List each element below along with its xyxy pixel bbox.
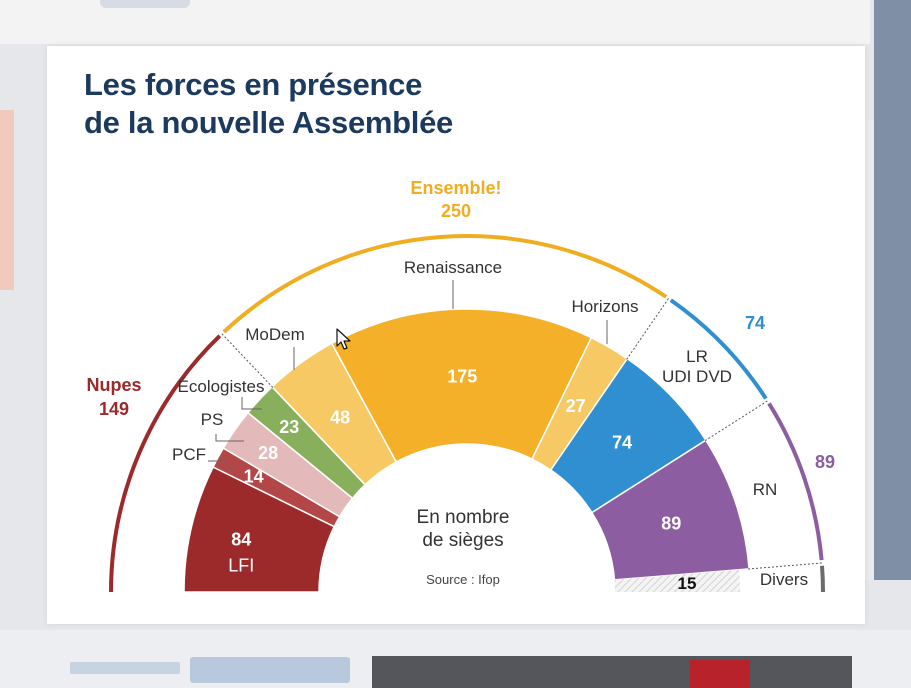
party-name-pcf: PCF [172, 445, 206, 464]
background-bottom-link[interactable] [70, 662, 180, 674]
bloc-value-rn: 89 [815, 452, 835, 472]
party-name-rn: RN [753, 480, 778, 499]
bloc-separator-line [625, 298, 669, 361]
center-label-line-1: En nombre [417, 507, 510, 528]
background-bottom-button[interactable] [190, 657, 350, 683]
sector-renaissance [330, 308, 593, 464]
party-name-ecologistes: Écologistes [178, 377, 265, 396]
party-name-divers: Divers [760, 570, 808, 589]
value-label-lfi: 84 [231, 530, 251, 550]
bloc-name-ensemble: Ensemble! [410, 178, 501, 198]
party-name-lr-line-1: LR [686, 347, 708, 366]
leader-line-ecologistes [241, 397, 262, 410]
party-name-horizons: Horizons [571, 297, 638, 316]
background-bottom-image-accent [690, 660, 750, 688]
value-label-renaissance: 175 [447, 367, 477, 387]
background-right-panel [874, 0, 911, 580]
party-name-ps: PS [201, 410, 224, 429]
bloc-value-ensemble: 250 [441, 201, 471, 221]
chart-title: Les forces en présence de la nouvelle As… [84, 66, 453, 142]
party-name-renaissance: Renaissance [404, 258, 502, 277]
leader-line-pcf [208, 460, 234, 471]
party-name-lfi: LFI [228, 556, 254, 576]
background-left-strip [0, 110, 14, 290]
center-label-line-2: de sièges [422, 530, 503, 551]
bloc-arc-ensemble [222, 234, 668, 334]
chart-source: Source : Ifop [426, 572, 500, 587]
background-bottom-image[interactable] [372, 656, 852, 688]
bloc-separator-line [747, 562, 822, 570]
value-label-lr-udi-dvd: 74 [612, 432, 632, 452]
sector-divers [614, 569, 741, 592]
leader-line-ps [215, 434, 244, 442]
bloc-separator-line [703, 400, 768, 442]
value-label-ecologistes: 23 [279, 417, 299, 437]
party-name-lr-line-2: UDI DVD [662, 367, 732, 386]
value-label-rn: 89 [661, 513, 681, 533]
bloc-arc-nupes [109, 334, 222, 593]
value-label-horizons: 27 [566, 396, 586, 416]
chart-title-line-2: de la nouvelle Assemblée [84, 105, 453, 140]
bloc-value-lr: 74 [745, 313, 765, 333]
bloc-arc-bloc-3 [669, 298, 768, 400]
value-label-ps: 28 [258, 443, 278, 463]
bloc-separator-line [221, 333, 274, 389]
bloc-value-nupes: 149 [99, 399, 129, 419]
background-top-element [100, 0, 190, 8]
value-label-pcf: 14 [244, 467, 264, 487]
party-name-modem: MoDem [245, 325, 305, 344]
value-label-divers: 15 [678, 574, 697, 593]
bloc-name-nupes: Nupes [86, 375, 141, 395]
bloc-arc-bloc-4 [767, 402, 824, 561]
bloc-arc-bloc-5 [820, 565, 825, 593]
value-label-modem: 48 [330, 408, 350, 428]
mouse-cursor-icon [336, 328, 351, 350]
chart-title-line-1: Les forces en présence [84, 67, 423, 102]
